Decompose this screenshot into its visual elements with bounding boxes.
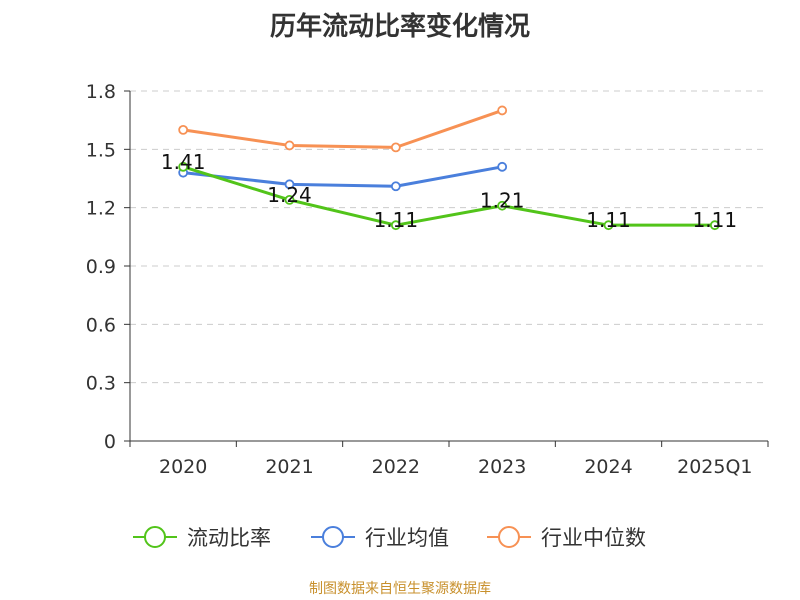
x-tick-label: 2024 [584, 456, 632, 478]
series-line [182, 165, 715, 227]
y-tick-label: 1.5 [86, 139, 116, 161]
x-tick-label: 2022 [372, 456, 420, 478]
y-tick-label: 0.6 [86, 314, 116, 336]
data-point [390, 181, 401, 192]
data-label: 1.11 [374, 208, 419, 232]
legend: 流动比率 行业均值 行业中位数 [133, 526, 646, 550]
data-point [709, 220, 720, 231]
data-point [178, 161, 189, 172]
data-point [497, 161, 508, 172]
data-point [284, 179, 295, 190]
x-tick-label: 2021 [265, 456, 313, 478]
data-point [497, 200, 508, 211]
data-point [284, 140, 295, 151]
data-point [497, 105, 508, 116]
chart-title: 历年流动比率变化情况 [269, 12, 530, 42]
y-tick-label: 0.9 [86, 256, 116, 278]
x-tick-label: 2025Q1 [677, 456, 752, 478]
legend-marker [322, 526, 344, 548]
legend-marker [498, 526, 520, 548]
axes: 0 0.3 0.6 0.9 1.2 1.5 1.8 2020 2021 2022 2023 2024 2… [86, 81, 769, 478]
data-label: 1.11 [693, 208, 738, 232]
legend-label: 行业中位数 [541, 526, 646, 550]
grid-lines [130, 90, 768, 384]
legend-marker [144, 526, 166, 548]
y-tick-label: 1.8 [86, 81, 116, 103]
y-tick-label: 0 [104, 431, 116, 453]
data-point [390, 142, 401, 153]
data-point [603, 220, 614, 231]
legend-label: 行业均值 [365, 526, 449, 550]
y-tick-label: 1.2 [86, 198, 116, 220]
data-label: 1.41 [161, 150, 206, 174]
series-lines [178, 105, 720, 231]
legend-label: 流动比率 [187, 526, 271, 550]
x-tick-label: 2023 [478, 456, 526, 478]
y-tick-label: 0.3 [86, 373, 116, 395]
data-point [284, 194, 295, 205]
data-point [178, 124, 189, 135]
source-note: 制图数据来自恒生聚源数据库 [309, 581, 491, 597]
data-label: 1.11 [586, 208, 631, 232]
data-labels: 1.41 1.24 1.11 1.21 1.11 1.11 [161, 150, 737, 232]
data-point [390, 220, 401, 231]
x-tick-label: 2020 [159, 456, 207, 478]
series-line [183, 165, 503, 188]
data-label: 1.24 [267, 183, 312, 207]
series-line [182, 109, 503, 149]
data-label: 1.21 [480, 189, 525, 213]
